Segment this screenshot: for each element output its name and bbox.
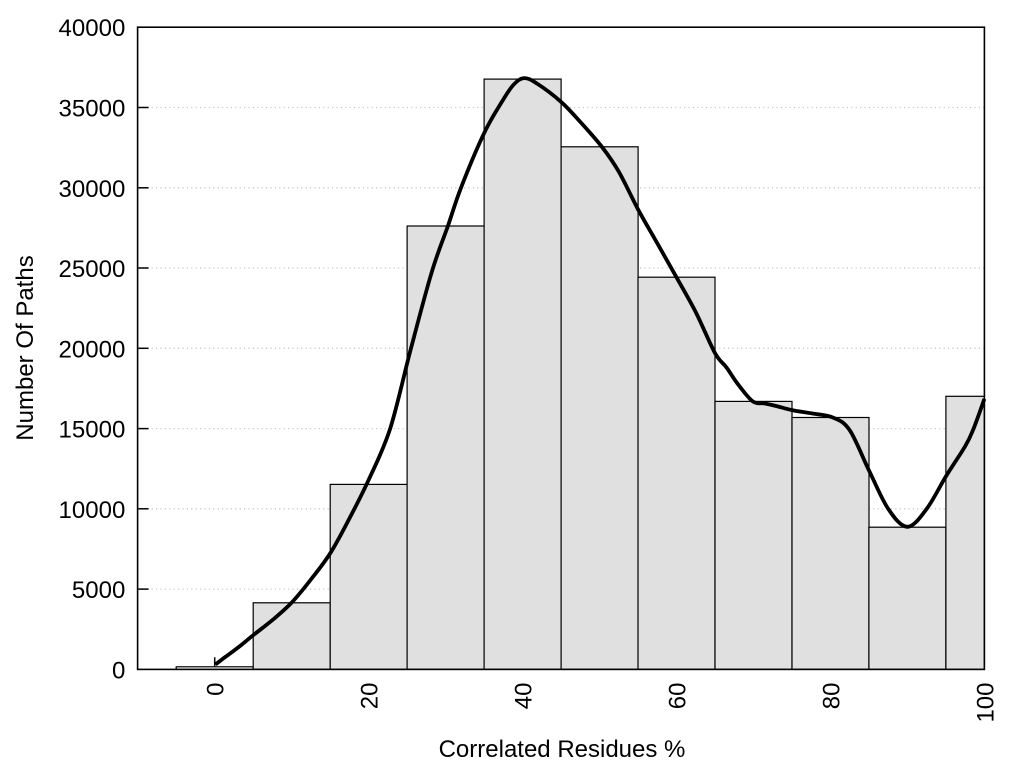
svg-text:10000: 10000 <box>59 497 126 524</box>
svg-text:0: 0 <box>203 683 230 696</box>
svg-text:30000: 30000 <box>59 176 126 203</box>
svg-text:100: 100 <box>972 683 999 723</box>
svg-text:Number Of Paths: Number Of Paths <box>12 255 39 440</box>
svg-text:5000: 5000 <box>72 577 125 604</box>
svg-text:20: 20 <box>357 683 384 710</box>
svg-text:35000: 35000 <box>59 96 126 123</box>
svg-text:25000: 25000 <box>59 256 126 283</box>
svg-text:Correlated Residues %: Correlated Residues % <box>439 736 686 763</box>
svg-text:15000: 15000 <box>59 417 126 444</box>
svg-text:20000: 20000 <box>59 336 126 363</box>
svg-text:40: 40 <box>511 683 538 710</box>
svg-text:80: 80 <box>819 683 846 710</box>
svg-text:40000: 40000 <box>59 15 126 42</box>
svg-text:0: 0 <box>112 657 125 684</box>
svg-text:60: 60 <box>665 683 692 710</box>
